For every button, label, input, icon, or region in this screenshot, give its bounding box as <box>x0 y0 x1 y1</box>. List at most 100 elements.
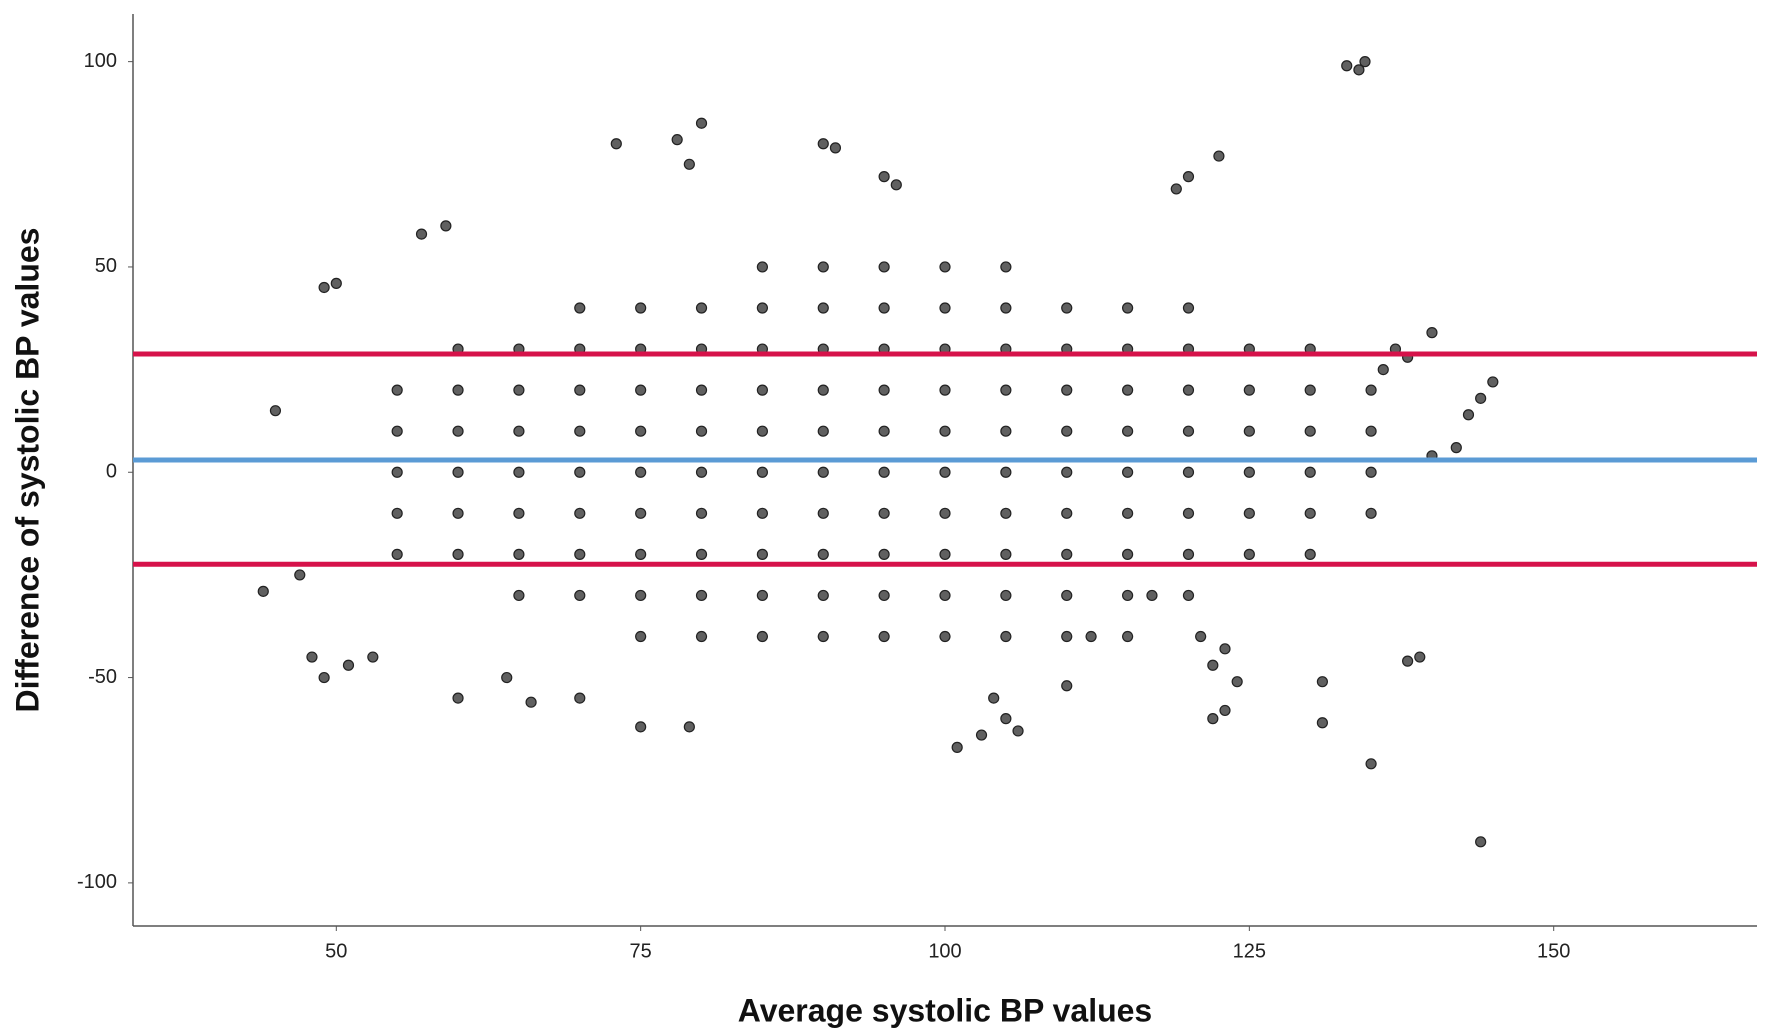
data-point <box>1182 548 1195 560</box>
data-point <box>318 671 330 684</box>
data-point <box>1219 704 1231 717</box>
data-point <box>756 261 768 273</box>
data-point <box>1243 384 1255 396</box>
data-point <box>1182 507 1195 519</box>
data-point <box>817 384 829 396</box>
x-tick-label: 50 <box>325 940 347 962</box>
data-point <box>635 507 647 519</box>
data-point <box>1000 425 1012 437</box>
data-point <box>391 466 403 478</box>
data-point <box>574 302 586 314</box>
data-point <box>756 384 768 396</box>
data-point <box>513 589 525 602</box>
data-point <box>756 302 768 314</box>
data-point <box>890 179 902 191</box>
data-point <box>1475 836 1487 848</box>
data-point <box>452 425 464 437</box>
data-point <box>756 548 768 560</box>
data-point <box>1207 659 1219 671</box>
data-point <box>1000 384 1012 396</box>
data-point <box>878 171 890 183</box>
data-point <box>1122 507 1134 519</box>
data-point <box>939 302 951 314</box>
data-point <box>1012 725 1024 737</box>
data-point <box>878 302 890 314</box>
data-point <box>306 651 318 663</box>
data-point <box>817 138 829 150</box>
data-point <box>1146 589 1158 602</box>
data-point <box>1475 392 1487 404</box>
data-point <box>1450 442 1462 454</box>
data-point <box>1243 548 1255 560</box>
data-point <box>1000 713 1012 725</box>
data-point <box>878 507 890 519</box>
data-point <box>671 134 683 146</box>
data-point <box>574 589 586 602</box>
data-point <box>635 548 647 560</box>
x-axis-title: Average systolic BP values <box>738 992 1152 1028</box>
data-point <box>635 630 647 643</box>
data-point <box>1000 261 1012 273</box>
data-point <box>939 630 951 643</box>
data-point <box>695 630 708 643</box>
data-point <box>1365 466 1377 478</box>
data-point <box>1061 507 1073 519</box>
data-point <box>1353 64 1365 76</box>
data-point <box>1365 425 1377 437</box>
data-point <box>1122 589 1134 602</box>
data-point <box>452 692 464 704</box>
data-point <box>878 589 890 602</box>
data-point <box>878 261 890 273</box>
data-point <box>574 548 586 560</box>
data-point <box>391 507 403 519</box>
data-point <box>294 569 306 581</box>
data-point <box>817 466 829 478</box>
data-point <box>513 466 525 478</box>
data-point <box>829 142 842 154</box>
data-point <box>817 425 829 437</box>
y-axis-title: Difference of systolic BP values <box>9 228 45 713</box>
data-point <box>1304 384 1316 396</box>
data-point <box>452 384 464 396</box>
y-tick-label: 50 <box>95 255 117 277</box>
data-point <box>1231 676 1243 688</box>
data-point <box>878 630 890 643</box>
data-point <box>1365 758 1377 770</box>
data-point <box>342 659 355 671</box>
data-point <box>1462 409 1475 421</box>
data-point <box>269 405 282 417</box>
data-point <box>635 466 647 478</box>
data-point <box>1061 548 1073 560</box>
data-point <box>1243 507 1255 519</box>
y-tick-label: -100 <box>77 871 117 893</box>
data-point <box>1426 327 1438 339</box>
data-point <box>939 548 951 560</box>
data-point <box>1170 183 1182 195</box>
data-point <box>513 425 525 437</box>
data-point <box>878 425 890 437</box>
data-point <box>817 302 829 314</box>
data-point <box>574 466 586 478</box>
data-point <box>756 630 768 643</box>
data-point <box>878 384 890 396</box>
data-point <box>1061 680 1073 692</box>
data-point <box>695 117 708 129</box>
data-point <box>452 548 464 560</box>
data-point <box>1213 150 1225 162</box>
data-point <box>1195 630 1207 643</box>
data-point <box>756 425 768 437</box>
y-tick-label: -50 <box>88 666 117 688</box>
data-point <box>1365 507 1377 519</box>
data-point <box>1000 507 1012 519</box>
data-point <box>1061 630 1073 643</box>
data-point <box>513 548 525 560</box>
data-point <box>817 507 829 519</box>
data-point <box>513 384 525 396</box>
data-point <box>1182 466 1195 478</box>
data-point <box>1085 630 1097 643</box>
data-point <box>525 696 537 708</box>
data-point <box>1000 589 1012 602</box>
data-point <box>975 729 988 741</box>
data-point <box>391 548 403 560</box>
data-point <box>391 384 403 396</box>
